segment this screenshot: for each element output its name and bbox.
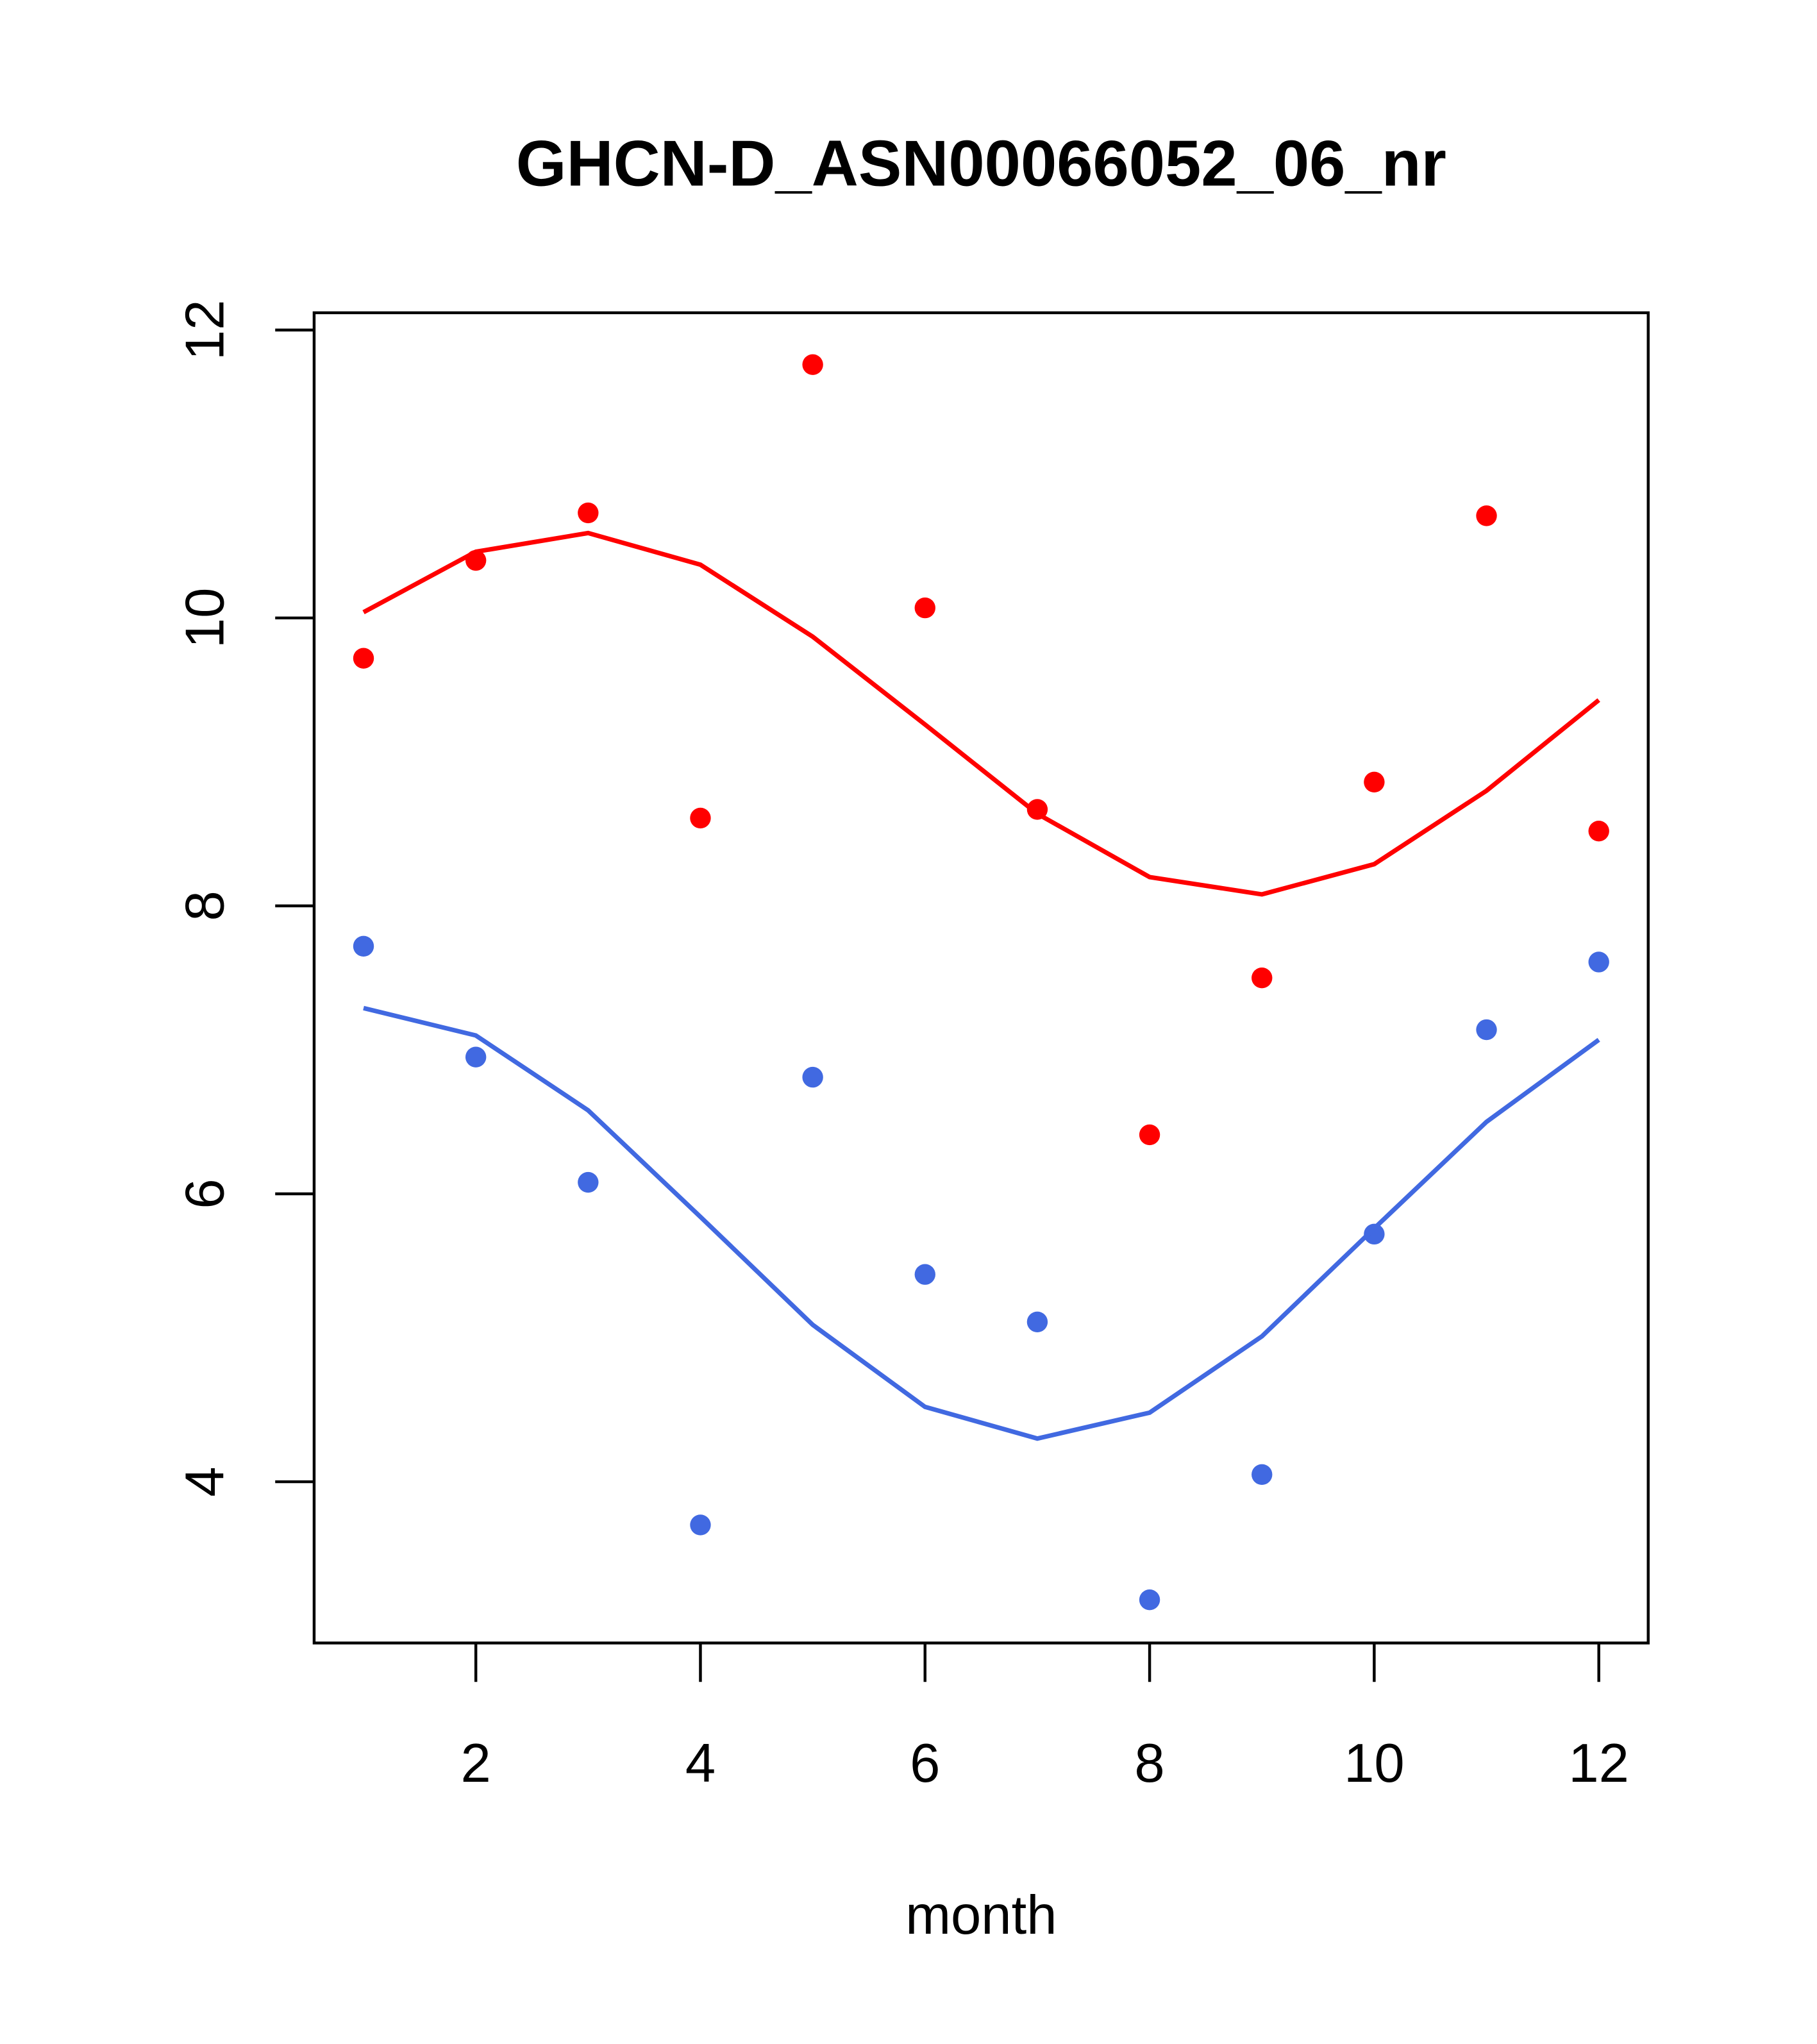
chart-title: GHCN-D_ASN00066052_06_nr xyxy=(516,127,1446,199)
red-fit-line xyxy=(362,530,1600,897)
x-tick-label: 10 xyxy=(1344,1733,1405,1794)
x-axis-label: month xyxy=(905,1885,1057,1946)
red-points-point xyxy=(802,354,823,375)
y-tick-label: 4 xyxy=(174,1466,235,1496)
x-axis: 2 4 6 8 10 12 xyxy=(461,1643,1629,1794)
x-tick-label: 8 xyxy=(1134,1733,1164,1794)
plot-frame xyxy=(312,311,1650,1645)
red-points-point xyxy=(914,597,935,619)
blue-points-point xyxy=(578,1171,599,1193)
blue-points-point xyxy=(914,1264,935,1285)
red-points-point xyxy=(1139,1124,1160,1146)
blue-points-point xyxy=(1476,1019,1497,1041)
y-tick-label: 12 xyxy=(174,299,235,360)
blue-points-point xyxy=(802,1066,823,1088)
x-tick-label: 4 xyxy=(685,1733,716,1794)
blue-points-point xyxy=(465,1046,487,1068)
red-points-point xyxy=(353,648,374,669)
plot-marks xyxy=(353,354,1609,1611)
x-tick-label: 12 xyxy=(1568,1733,1629,1794)
blue-points-point xyxy=(1364,1223,1385,1245)
y-tick-label: 6 xyxy=(174,1178,235,1209)
red-points-point xyxy=(1364,771,1385,793)
blue-points-point xyxy=(1139,1589,1160,1611)
blue-points-point xyxy=(690,1514,711,1536)
blue-points-point xyxy=(353,935,374,957)
blue-points-point xyxy=(1026,1311,1048,1333)
red-points-point xyxy=(578,502,599,524)
blue-fit-line xyxy=(363,1005,1600,1441)
y-axis: 4 6 8 10 12 xyxy=(174,299,314,1497)
red-points-point xyxy=(1476,505,1497,526)
y-tick-label: 8 xyxy=(174,891,235,921)
red-points-point xyxy=(690,807,711,829)
red-points-point xyxy=(1588,820,1609,842)
x-tick-label: 6 xyxy=(910,1733,940,1794)
y-tick-label: 10 xyxy=(174,588,235,649)
blue-points-point xyxy=(1588,951,1609,973)
blue-points-point xyxy=(1252,1464,1273,1486)
x-tick-label: 2 xyxy=(461,1733,491,1794)
red-points-point xyxy=(1252,967,1273,989)
